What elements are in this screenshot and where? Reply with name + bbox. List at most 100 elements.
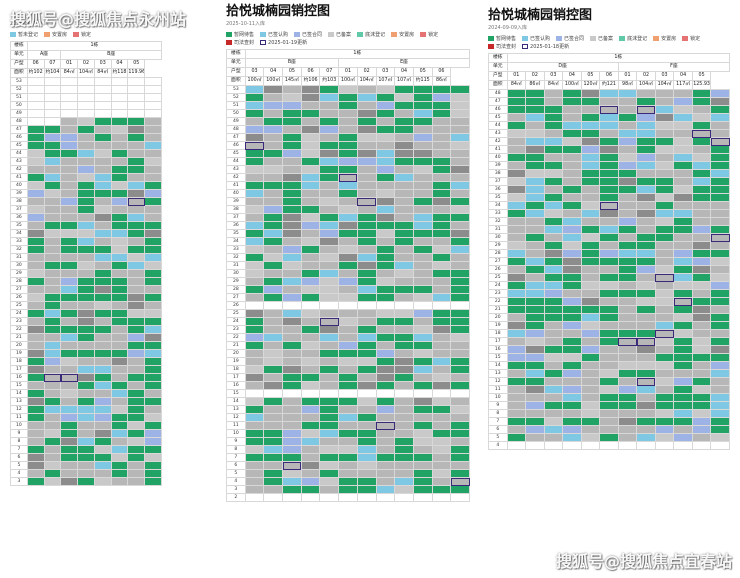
unit-cell: [338, 181, 358, 190]
unit-cell: [375, 469, 396, 478]
unit-cell: [110, 117, 129, 126]
unit-cell: [691, 401, 712, 410]
unit-cell: [412, 453, 433, 462]
unit-cell: [506, 225, 527, 234]
unit-cell: [26, 149, 45, 158]
unit-cell: [144, 285, 162, 294]
unit-cell: [26, 381, 45, 390]
header-cell: 04: [673, 71, 693, 81]
unit-cell: [356, 125, 377, 134]
unit-cell: [543, 233, 564, 242]
floor-number: 36: [488, 185, 508, 194]
unit-cell: [263, 205, 284, 214]
unit-cell: [710, 441, 730, 450]
floor-row: 6: [10, 453, 162, 462]
header-cell: 单元: [488, 62, 508, 72]
unit-cell: [26, 237, 45, 246]
unit-cell: [691, 353, 712, 362]
unit-cell: [77, 381, 95, 390]
unit-cell: [562, 369, 582, 378]
header-cell: 01: [60, 59, 79, 69]
unit-cell: [127, 309, 146, 318]
unit-cell: [43, 405, 62, 414]
unit-cell: [356, 301, 377, 310]
unit-cell: [562, 425, 582, 434]
unit-cell: [319, 397, 340, 406]
unit-cell: [356, 285, 377, 294]
header-cell: 户型: [226, 67, 246, 77]
floor-row: 24: [488, 281, 730, 290]
unit-cell: [654, 129, 675, 138]
unit-cell: [282, 277, 302, 286]
floor-row: 16: [488, 345, 730, 354]
unit-cell: [525, 417, 545, 426]
unit-cell: [356, 389, 377, 398]
legend-swatch: [226, 31, 232, 37]
unit-cell: [562, 353, 582, 362]
unit-cell: [580, 353, 601, 362]
unit-cell: [506, 209, 527, 218]
unit-cell: [710, 313, 730, 322]
legend-item: 2025-01-18更新: [522, 42, 569, 50]
unit-cell: [710, 329, 730, 338]
floor-row: 6: [226, 461, 470, 470]
unit-cell: [282, 93, 302, 102]
unit-cell: [412, 437, 433, 446]
legend-label: 锁定: [690, 35, 701, 42]
unit-cell: [636, 217, 656, 226]
unit-cell: [543, 273, 564, 282]
unit-cell: [244, 269, 265, 278]
unit-cell: [127, 333, 146, 342]
unit-cell: [617, 425, 638, 434]
unit-cell: [144, 349, 162, 358]
unit-cell: [144, 277, 162, 286]
unit-cell: [636, 289, 656, 298]
floor-row: 30: [226, 269, 470, 278]
unit-cell: [77, 341, 95, 350]
unit-cell: [654, 281, 675, 290]
floor-number: 43: [226, 165, 246, 174]
unit-cell: [43, 349, 62, 358]
unit-cell: [244, 149, 265, 158]
unit-cell: [599, 329, 619, 338]
unit-cell: [77, 101, 95, 110]
unit-cell: [263, 117, 284, 126]
unit-cell: [691, 377, 712, 386]
unit-cell: [506, 369, 527, 378]
unit-cell: [412, 229, 433, 238]
unit-cell: [43, 229, 62, 238]
unit-cell: [431, 253, 452, 262]
floor-row: 43: [226, 165, 470, 174]
floor-row: 13: [488, 369, 730, 378]
unit-cell: [412, 317, 433, 326]
unit-cell: [300, 253, 321, 262]
floor-number: 15: [226, 389, 246, 398]
watermark: 搜狐号@搜狐焦点永州站: [10, 10, 187, 29]
unit-cell: [244, 285, 265, 294]
unit-cell: [599, 289, 619, 298]
floor-row: 19: [10, 349, 162, 358]
unit-cell: [93, 349, 112, 358]
unit-cell: [710, 169, 730, 178]
floor-row: 41: [10, 173, 162, 182]
unit-cell: [599, 137, 619, 146]
unit-cell: [636, 353, 656, 362]
unit-cell: [319, 237, 340, 246]
floor-number: 38: [226, 205, 246, 214]
unit-cell: [412, 213, 433, 222]
floor-number: 47: [10, 125, 28, 134]
unit-cell: [375, 341, 396, 350]
unit-cell: [77, 373, 95, 382]
unit-cell: [43, 293, 62, 302]
unit-cell: [710, 137, 730, 146]
unit-cell: [431, 117, 452, 126]
floor-row: 43: [10, 157, 162, 166]
unit-cell: [673, 153, 693, 162]
floor-row: 35: [10, 221, 162, 230]
unit-cell: [673, 369, 693, 378]
unit-cell: [617, 161, 638, 170]
unit-cell: [636, 433, 656, 442]
unit-cell: [543, 329, 564, 338]
unit-cell: [77, 333, 95, 342]
unit-cell: [525, 289, 545, 298]
